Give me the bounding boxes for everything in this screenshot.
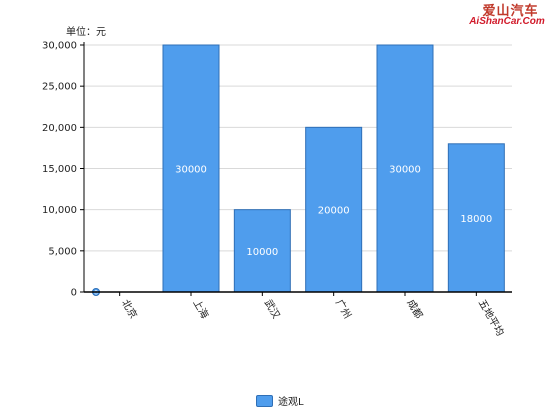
bar[interactable] <box>162 44 220 293</box>
legend-swatch <box>256 394 273 407</box>
bar-data-label: 10000 <box>246 247 278 258</box>
x-tick-label: 成都 <box>404 298 424 321</box>
y-tick-label: 15,000 <box>42 164 77 175</box>
legend[interactable]: 途观L <box>256 393 304 408</box>
y-tick-label: 25,000 <box>42 82 77 93</box>
bar-data-label: 30000 <box>175 165 207 176</box>
watermark-logo-title: 爱山汽车 <box>482 4 539 19</box>
bar-data-label: 30000 <box>389 165 421 176</box>
y-tick-label: 20,000 <box>42 123 77 134</box>
grid-layer <box>84 44 512 252</box>
x-tick-label: 上海 <box>190 297 211 321</box>
bars-layer <box>162 44 505 293</box>
x-tick-label: 武汉 <box>262 297 283 321</box>
x-tick-label: 北京 <box>119 297 140 321</box>
y-tick-label: 5,000 <box>48 246 77 257</box>
bar[interactable] <box>305 126 363 293</box>
x-tick-label: 五地平均 <box>476 297 507 338</box>
axes-layer <box>83 42 512 293</box>
x-tick-label: 广州 <box>333 298 353 321</box>
y-tick-label: 30,000 <box>42 41 77 52</box>
bar-data-label: 0 <box>94 290 98 297</box>
y-axis-ticks: 0 5,000 10,000 15,000 20,000 25,000 30,000 <box>42 41 84 299</box>
bar-data-label: 18000 <box>460 214 492 225</box>
y-axis-unit-label: 单位：元 <box>66 27 106 38</box>
bar-data-label: 20000 <box>318 206 350 217</box>
x-axis-ticks: 北京 上海 武汉 广州 成都 五地平均 <box>119 292 507 338</box>
legend-label: 途观L <box>278 397 304 408</box>
watermark-logo-url: AiShanCar.Com <box>469 16 545 27</box>
bar[interactable] <box>447 143 505 293</box>
y-tick-label: 0 <box>71 288 77 299</box>
y-tick-label: 10,000 <box>42 205 77 216</box>
